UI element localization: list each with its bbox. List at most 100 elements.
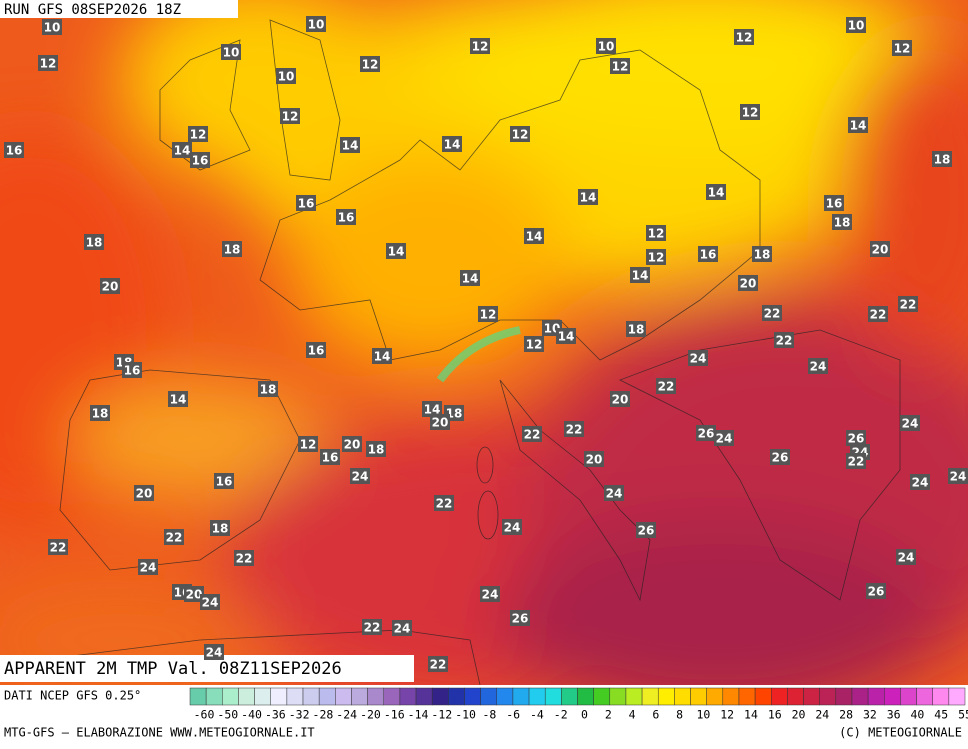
temperature-label: 14 <box>174 144 191 158</box>
scale-swatch <box>512 687 530 706</box>
temperature-label: 26 <box>638 524 655 538</box>
temperature-label: 18 <box>260 383 277 397</box>
scale-tick-label: -10 <box>455 708 476 722</box>
label-box <box>306 342 326 358</box>
label-box <box>714 430 734 446</box>
label-box <box>478 306 498 322</box>
scale-swatch <box>480 687 498 706</box>
temperature-label: 16 <box>6 144 23 158</box>
temperature-label: 10 <box>308 18 325 32</box>
label-box <box>350 468 370 484</box>
temperature-label: 20 <box>740 277 757 291</box>
credit-right: (C) METEOGIORNALE <box>839 726 962 740</box>
scale-swatch <box>657 687 675 706</box>
temperature-label: 12 <box>742 106 759 120</box>
label-box <box>502 519 522 535</box>
label-box <box>698 246 718 262</box>
label-box <box>386 243 406 259</box>
label-box <box>366 441 386 457</box>
temperature-label: 22 <box>848 455 865 469</box>
label-box <box>362 619 382 635</box>
label-box <box>392 620 412 636</box>
temperature-label: 18 <box>934 153 951 167</box>
temperature-label: 16 <box>826 197 843 211</box>
temperature-label: 12 <box>40 57 57 71</box>
temperature-label: 14 <box>388 245 405 259</box>
temperature-label: 16 <box>124 364 141 378</box>
temperature-label: 20 <box>136 487 153 501</box>
label-box <box>342 436 362 452</box>
temperature-label: 16 <box>192 154 209 168</box>
scale-tick-label: 20 <box>792 708 806 722</box>
temperature-label: 22 <box>524 428 541 442</box>
label-box <box>564 421 584 437</box>
temperature-label: 24 <box>950 470 967 484</box>
label-box <box>824 195 844 211</box>
scale-swatch <box>674 687 691 706</box>
data-source: DATI NCEP GFS 0.25° <box>4 689 141 703</box>
label-box <box>470 38 490 54</box>
label-box <box>90 405 110 421</box>
label-box <box>868 306 888 322</box>
scale-tick-label: 40 <box>911 708 925 722</box>
label-box <box>524 336 544 352</box>
temperature-label: 16 <box>338 211 355 225</box>
scale-swatch <box>593 687 611 706</box>
label-box <box>340 137 360 153</box>
temperature-label: 24 <box>690 352 707 366</box>
temperature-label: 16 <box>298 197 315 211</box>
scale-tick-label: -50 <box>217 708 238 722</box>
scale-swatch <box>496 687 514 706</box>
temperature-label: 20 <box>612 393 629 407</box>
run-title-box <box>0 0 238 18</box>
scale-tick-label: 32 <box>863 708 877 722</box>
temperature-label: 12 <box>362 58 379 72</box>
temperature-label: 22 <box>430 658 447 672</box>
temperature-label: 18 <box>212 522 229 536</box>
scale-tick-label: 10 <box>696 708 710 722</box>
temperature-label: 24 <box>482 588 499 602</box>
scale-swatch <box>399 687 417 706</box>
scale-tick-label: 0 <box>581 708 588 722</box>
label-box <box>734 29 754 45</box>
scale-tick-label: -14 <box>408 708 429 722</box>
scale-swatch <box>335 687 352 706</box>
scale-tick-label: 16 <box>768 708 782 722</box>
color-scale: -60 -50 -40 -36 -32 -28 -24 -20 -16 -14 -12 -10 -8 -6… <box>189 687 968 722</box>
scale-swatch <box>464 687 481 706</box>
scale-swatch <box>431 687 449 706</box>
label-box <box>706 184 726 200</box>
temperature-label: 10 <box>223 46 240 60</box>
label-box <box>866 583 886 599</box>
label-box <box>846 430 866 446</box>
label-box <box>910 474 930 490</box>
label-box <box>752 246 772 262</box>
scale-swatch <box>835 687 853 706</box>
label-box <box>42 19 62 35</box>
temperature-label: 18 <box>754 248 771 262</box>
scale-swatch <box>932 687 950 706</box>
temperature-label: 24 <box>912 476 929 490</box>
temperature-label: 14 <box>170 393 187 407</box>
scale-swatch <box>803 687 820 706</box>
label-box <box>610 58 630 74</box>
label-box <box>430 414 450 430</box>
temperature-label: 24 <box>352 470 369 484</box>
temperature-label: 14 <box>850 119 867 133</box>
temperature-label: 22 <box>776 334 793 348</box>
scale-tick-label: 2 <box>605 708 612 722</box>
label-box <box>122 362 142 378</box>
scale-swatch <box>754 687 772 706</box>
scale-swatch <box>351 687 368 706</box>
temperature-label: 12 <box>300 438 317 452</box>
scale-swatch <box>415 687 433 706</box>
scale-tick-label: -60 <box>194 708 215 722</box>
scale-swatch <box>367 687 384 706</box>
temperature-label: 24 <box>394 622 411 636</box>
label-box <box>808 358 828 374</box>
temperature-label: 24 <box>206 646 223 660</box>
label-box <box>100 278 120 294</box>
label-box <box>556 328 576 344</box>
label-box <box>898 296 918 312</box>
